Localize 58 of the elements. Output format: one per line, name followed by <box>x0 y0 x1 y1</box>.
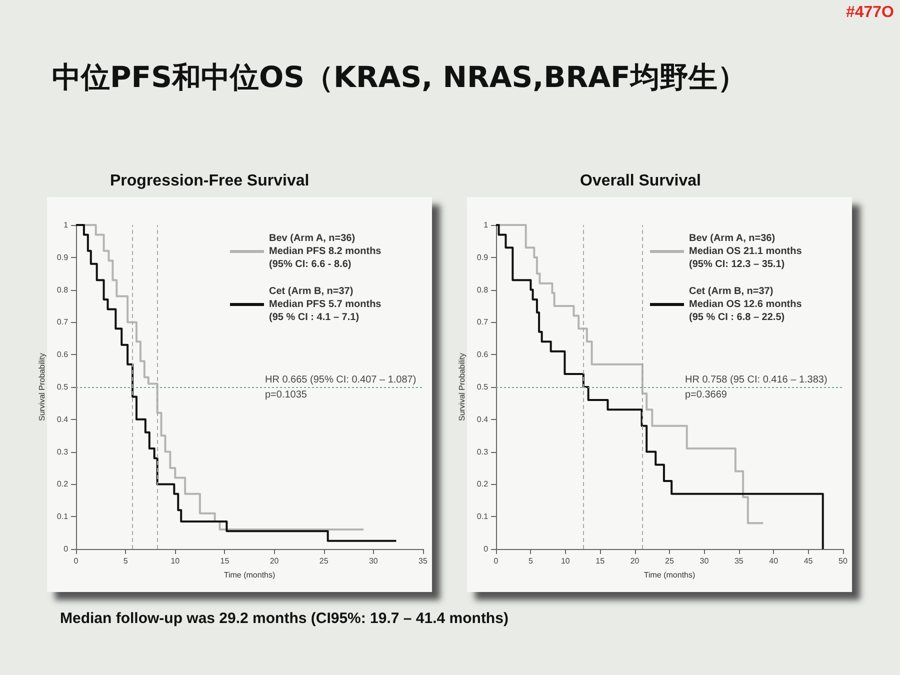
y-tick-label: 0.5 <box>56 382 69 392</box>
annotation: HR 0.665 (95% CI: 0.407 – 1.087) <box>265 374 416 386</box>
x-tick-label: 35 <box>734 556 744 566</box>
x-tick-label: 30 <box>368 556 378 566</box>
annotation: p=0.3669 <box>685 390 728 400</box>
y-tick-label: 0.1 <box>56 512 69 522</box>
y-tick-label: 0.7 <box>56 318 69 327</box>
x-tick-label: 40 <box>769 556 779 566</box>
x-tick-label: 15 <box>220 556 230 566</box>
x-tick-label: 0 <box>494 556 499 566</box>
y-tick-label: 0.6 <box>56 350 69 360</box>
y-tick-label: 0.4 <box>476 414 489 424</box>
x-tick-label: 5 <box>528 556 534 566</box>
x-tick-label: 20 <box>270 556 280 566</box>
y-tick-label: 0.7 <box>476 318 489 327</box>
y-tick-label: 0.8 <box>476 285 489 294</box>
x-tick-label: 50 <box>838 556 848 566</box>
legend-label: Bev (Arm A, n=36) Median PFS 8.2 months (95% CI: 6.6 - 8.6) <box>269 233 382 270</box>
x-tick-label: 25 <box>319 556 329 566</box>
x-tick-label: 10 <box>170 556 180 566</box>
annotation: HR 0.758 (95 CI: 0.416 – 1.383) <box>685 374 828 386</box>
y-tick-label: 0.3 <box>56 447 69 456</box>
y-tick-label: 0.3 <box>476 447 489 456</box>
y-tick-label: 0.2 <box>476 480 489 489</box>
text: Median follow-up was 29.2 months (CI95%: 19.7 – 41.4 months) <box>60 610 508 627</box>
annotation: p=0.1035 <box>265 390 308 400</box>
y-axis-title: Survival Probability <box>458 352 466 422</box>
chart-subtitle: Progression-Free Survival <box>110 172 310 190</box>
y-tick-label: 0.8 <box>56 285 69 294</box>
text: #477O <box>846 4 894 22</box>
y-tick-label: 0.2 <box>56 480 69 489</box>
legend-label: Cet (Arm B, n=37) Median PFS 5.7 months (95 % CI : 4.1 – 7.1) <box>269 286 382 323</box>
x-tick-label: 30 <box>700 556 710 566</box>
x-tick-label: 5 <box>123 556 128 566</box>
chart-title: 中位PFS和中位OS（KRAS, NRAS,BRAF均野生） <box>52 59 746 96</box>
x-tick-label: 20 <box>630 556 640 566</box>
x-tick-label: 15 <box>596 556 606 566</box>
legend-label: Cet (Arm B, n=37) Median OS 12.6 months (95 % CI : 6.8 – 22.5) <box>689 286 802 323</box>
x-tick-label: 25 <box>665 556 675 566</box>
y-tick-label: 0.5 <box>476 382 489 392</box>
x-axis-title: Time (months) <box>644 570 696 580</box>
y-axis-title: Survival Probability <box>38 352 46 422</box>
y-tick-label: 0.6 <box>476 350 489 360</box>
y-tick-label: 0.4 <box>56 414 69 424</box>
y-tick-label: 0 <box>64 544 69 554</box>
y-tick-label: 0 <box>484 544 489 554</box>
x-tick-label: 10 <box>560 556 570 566</box>
x-axis-title: Time (months) <box>224 570 276 580</box>
y-tick-label: 0.1 <box>476 512 489 522</box>
legend-label: Bev (Arm A, n=36) Median OS 21.1 months (95% CI: 12.3 – 35.1) <box>689 233 802 270</box>
y-tick-label: 0.9 <box>476 252 489 262</box>
y-tick-label: 1 <box>64 220 69 230</box>
x-tick-label: 45 <box>804 556 814 566</box>
x-tick-label: 35 <box>418 556 428 566</box>
x-tick-label: 0 <box>74 556 79 566</box>
chart-title: Overall Survival <box>580 172 701 190</box>
y-tick-label: 0.9 <box>56 252 69 262</box>
y-tick-label: 1 <box>484 220 489 230</box>
